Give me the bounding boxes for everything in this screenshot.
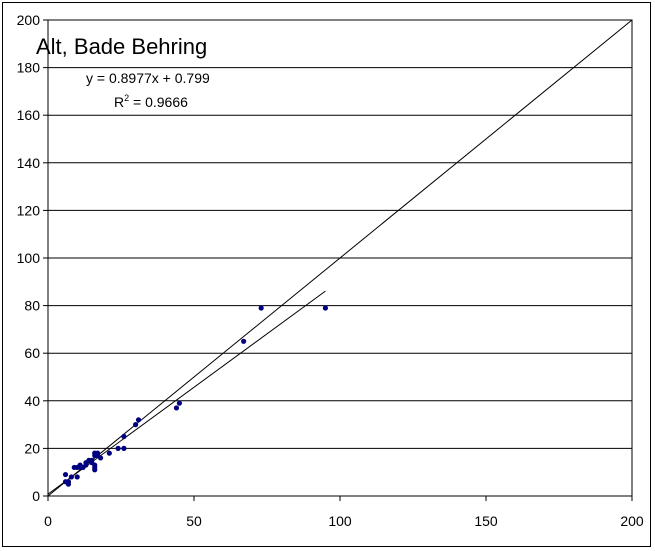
r-squared-superscript: 2 xyxy=(124,93,129,103)
y-tick-label: 40 xyxy=(24,393,40,409)
data-point xyxy=(92,462,98,468)
data-point xyxy=(62,471,69,478)
data-point xyxy=(258,305,264,311)
x-axis-ticks: 0 50 100 150 200 xyxy=(44,496,644,529)
data-point xyxy=(95,450,101,456)
r-squared-label: R2 = 0.9666 xyxy=(114,93,188,110)
y-tick-label: 180 xyxy=(17,60,41,76)
data-point xyxy=(115,445,121,451)
data-points xyxy=(62,305,328,487)
data-point xyxy=(322,305,328,311)
data-point xyxy=(176,400,182,406)
data-point xyxy=(74,474,80,480)
y-tick-label: 200 xyxy=(17,12,41,28)
chart-title: Alt, Bade Behring xyxy=(36,34,207,59)
data-point xyxy=(173,405,180,411)
data-point xyxy=(68,474,74,480)
y-tick-label: 160 xyxy=(17,107,41,123)
data-point xyxy=(135,417,142,423)
data-point xyxy=(92,467,98,473)
data-point xyxy=(241,338,247,344)
r-squared-prefix: R xyxy=(114,94,124,110)
y-tick-label: 20 xyxy=(24,440,40,456)
data-point xyxy=(97,455,104,461)
x-tick-label: 50 xyxy=(186,513,202,529)
gridlines xyxy=(48,67,632,449)
y-tick-label: 120 xyxy=(17,202,41,218)
data-point xyxy=(133,422,139,428)
data-point xyxy=(65,479,72,485)
y-tick-label: 80 xyxy=(24,298,40,314)
x-tick-label: 200 xyxy=(620,513,644,529)
data-point xyxy=(106,450,112,456)
data-point xyxy=(89,457,95,463)
data-point xyxy=(121,433,127,440)
y-tick-label: 0 xyxy=(32,488,40,504)
y-axis-ticks: 0 20 40 60 80 100 120 140 160 180 200 xyxy=(17,12,48,504)
x-tick-label: 100 xyxy=(328,513,352,529)
y-tick-label: 140 xyxy=(17,155,41,171)
trendline-equation: y = 0.8977x + 0.799 xyxy=(86,70,210,86)
identity-line xyxy=(47,19,633,497)
r-squared-value: = 0.9666 xyxy=(129,94,188,110)
x-tick-label: 150 xyxy=(474,513,498,529)
data-point xyxy=(121,445,127,451)
x-tick-label: 0 xyxy=(44,513,52,529)
y-tick-label: 100 xyxy=(17,250,41,266)
y-tick-label: 60 xyxy=(24,345,40,361)
